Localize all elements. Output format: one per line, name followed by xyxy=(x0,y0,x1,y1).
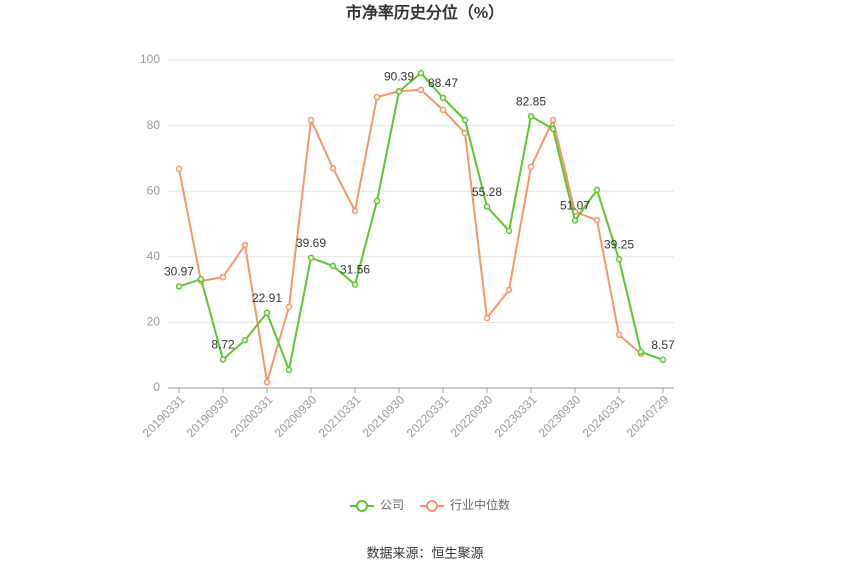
point xyxy=(285,303,293,311)
point xyxy=(417,69,425,77)
data-label: 88.47 xyxy=(428,76,458,90)
point xyxy=(307,116,315,124)
point xyxy=(549,125,557,133)
point xyxy=(461,129,469,137)
point xyxy=(439,106,447,114)
point xyxy=(505,227,513,235)
x-tick-label: 20200930 xyxy=(272,392,320,440)
legend-marker xyxy=(426,500,439,512)
data-label: 39.25 xyxy=(604,237,634,251)
legend-marker xyxy=(356,500,368,512)
data-label: 8.72 xyxy=(211,338,235,352)
x-tick-label: 20190331 xyxy=(140,392,188,440)
data-label: 55.28 xyxy=(472,185,502,199)
y-tick-label: 20 xyxy=(147,315,161,329)
point xyxy=(351,207,359,215)
x-tick-label: 20230331 xyxy=(492,392,540,440)
x-tick-label: 20210930 xyxy=(360,392,408,440)
point xyxy=(329,262,337,270)
point xyxy=(329,164,337,172)
x-tick-label: 20200331 xyxy=(228,392,276,440)
data-label: 82.85 xyxy=(516,94,546,108)
series-line xyxy=(178,88,642,383)
series-line xyxy=(178,71,664,374)
point xyxy=(461,116,469,124)
point xyxy=(593,216,601,224)
point xyxy=(615,331,623,339)
source-note: 数据来源：恒生聚源 xyxy=(366,545,483,560)
data-label: 8.57 xyxy=(651,338,675,352)
x-tick-label: 20220331 xyxy=(404,392,452,440)
point xyxy=(219,273,227,281)
point xyxy=(373,93,381,101)
x-tick-label: 20210331 xyxy=(316,392,364,440)
data-label: 90.39 xyxy=(384,70,414,84)
data-label: 39.69 xyxy=(296,236,326,250)
data-label: 30.97 xyxy=(164,265,194,279)
point xyxy=(219,356,227,363)
legend-label: 行业中位数 xyxy=(450,497,510,512)
legend-item: 行业中位数 xyxy=(420,497,510,512)
data-label: 51.07 xyxy=(560,199,590,213)
x-tick-label: 20190930 xyxy=(184,392,232,440)
point xyxy=(175,283,183,290)
point xyxy=(483,314,491,322)
point xyxy=(351,281,359,288)
x-tick-label: 20220930 xyxy=(448,392,496,440)
point xyxy=(263,309,271,317)
point xyxy=(241,336,249,344)
x-tick-label: 20240331 xyxy=(580,392,628,440)
point xyxy=(197,275,205,283)
point xyxy=(307,254,315,262)
point xyxy=(527,113,535,120)
legend-item: 公司 xyxy=(350,498,404,512)
point xyxy=(527,163,535,171)
y-tick-label: 40 xyxy=(147,249,161,263)
point xyxy=(373,197,381,205)
point xyxy=(505,286,513,294)
point xyxy=(615,256,623,263)
data-label: 22.91 xyxy=(252,291,282,305)
point xyxy=(263,378,271,386)
y-tick-label: 100 xyxy=(140,52,160,66)
legend-label: 公司 xyxy=(380,498,404,512)
point xyxy=(593,186,601,194)
point xyxy=(241,241,249,249)
chart-title: 市净率历史分位（%） xyxy=(346,3,504,22)
point xyxy=(395,88,403,95)
y-tick-label: 80 xyxy=(147,118,161,132)
point xyxy=(549,116,557,124)
data-label: 31.56 xyxy=(340,263,370,277)
y-tick-label: 60 xyxy=(147,183,161,197)
point xyxy=(659,356,667,364)
point xyxy=(483,203,491,210)
y-tick-label: 0 xyxy=(153,380,160,394)
point xyxy=(417,86,425,94)
point xyxy=(285,366,293,374)
x-tick-label: 20240729 xyxy=(624,392,672,440)
point xyxy=(439,94,447,102)
x-tick-label: 20230930 xyxy=(536,392,584,440)
point xyxy=(637,348,645,356)
point xyxy=(175,165,183,173)
point xyxy=(571,217,579,224)
